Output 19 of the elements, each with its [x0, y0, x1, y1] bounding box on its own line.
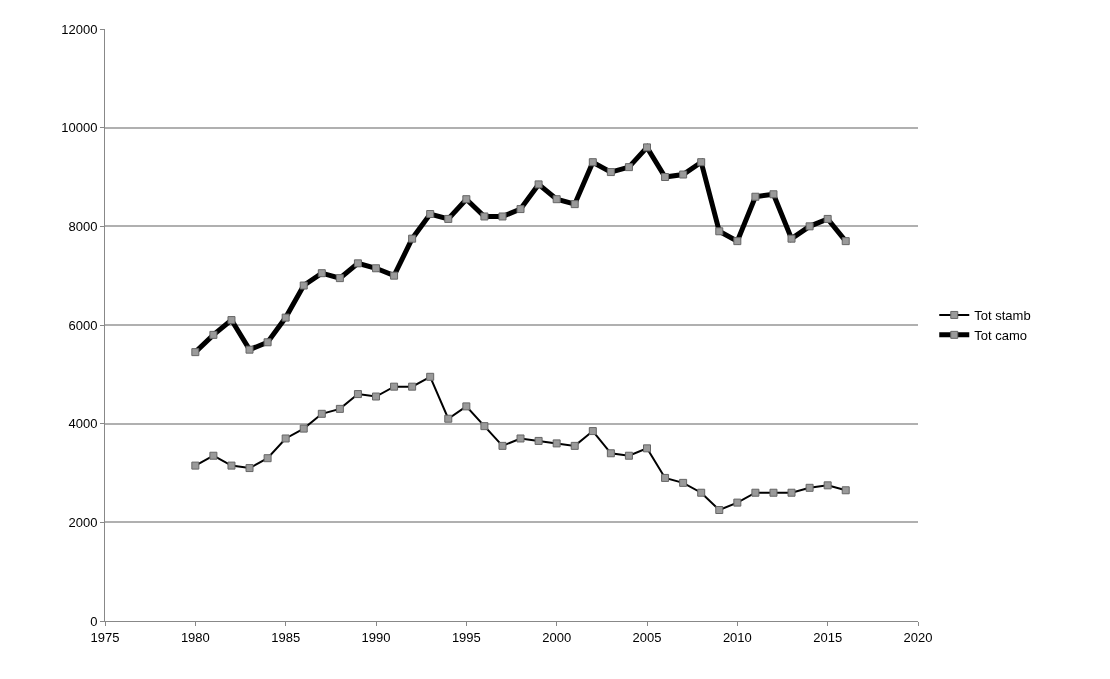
legend-label: Tot stamb — [974, 308, 1031, 324]
legend-label: Tot camo — [974, 327, 1028, 343]
y-tick-label: 8000 — [68, 218, 98, 234]
x-tick-label: 2015 — [813, 629, 843, 645]
y-tick-label: 2000 — [68, 514, 98, 530]
x-tick-label: 2005 — [632, 629, 662, 645]
x-tick-label: 1995 — [451, 629, 481, 645]
y-tick-label: 10000 — [61, 120, 98, 136]
x-tick-label: 2020 — [903, 629, 933, 645]
x-tick-label: 2010 — [722, 629, 752, 645]
x-tick-label: 1990 — [361, 629, 391, 645]
x-tick-label: 2000 — [542, 629, 572, 645]
y-tick-label: 6000 — [68, 317, 98, 333]
x-tick-label: 1975 — [90, 629, 120, 645]
y-tick-label: 4000 — [68, 416, 98, 432]
x-tick-label: 1980 — [180, 629, 210, 645]
y-tick-label: 0 — [90, 613, 98, 629]
y-tick-label: 12000 — [61, 21, 98, 37]
x-tick-label: 1985 — [271, 629, 301, 645]
